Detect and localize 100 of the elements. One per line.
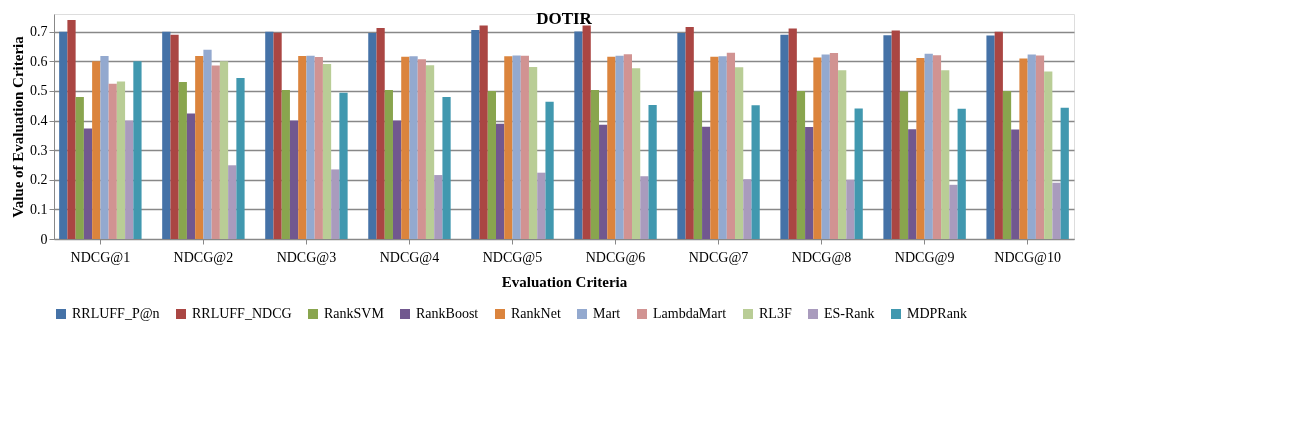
bar bbox=[545, 101, 554, 239]
bar bbox=[1035, 55, 1045, 239]
bar bbox=[512, 55, 521, 239]
bar bbox=[471, 29, 480, 239]
y-tick-label: 0.4 bbox=[30, 113, 48, 129]
bar bbox=[640, 176, 649, 239]
bar bbox=[941, 70, 950, 239]
bar bbox=[1027, 54, 1036, 239]
y-tick-label: 0.6 bbox=[30, 53, 48, 69]
bar bbox=[648, 104, 657, 239]
y-axis-title: Value of Evaluation Criteria bbox=[10, 35, 26, 218]
x-tick-label: NDCG@9 bbox=[894, 249, 955, 265]
bar bbox=[306, 55, 315, 239]
bar bbox=[339, 92, 348, 239]
bar bbox=[846, 179, 855, 239]
bar bbox=[908, 129, 917, 239]
bar bbox=[899, 91, 909, 239]
x-tick-label: NDCG@8 bbox=[791, 249, 852, 265]
bar bbox=[487, 90, 496, 239]
bar bbox=[829, 53, 839, 239]
bar bbox=[108, 83, 117, 239]
bar bbox=[203, 49, 212, 239]
x-tick-label: NDCG@7 bbox=[688, 249, 749, 265]
bar bbox=[409, 56, 418, 239]
bar bbox=[520, 55, 529, 239]
bar bbox=[442, 96, 451, 239]
bar bbox=[883, 35, 892, 239]
bar bbox=[100, 56, 109, 239]
legend-label: LambdaMart bbox=[653, 306, 727, 321]
y-tick-label: 0.5 bbox=[30, 83, 48, 99]
bar bbox=[718, 56, 727, 239]
bar bbox=[891, 30, 900, 239]
bar bbox=[368, 32, 377, 239]
y-tick-label: 0.2 bbox=[30, 172, 48, 188]
bar bbox=[599, 124, 608, 239]
x-tick-label: NDCG@10 bbox=[994, 249, 1061, 265]
bar bbox=[116, 81, 126, 239]
bar bbox=[726, 52, 736, 239]
bar bbox=[854, 108, 863, 239]
bar bbox=[623, 54, 632, 239]
bar bbox=[392, 120, 402, 239]
bar bbox=[219, 61, 229, 239]
bar bbox=[780, 34, 789, 239]
bar bbox=[710, 56, 719, 239]
bar bbox=[133, 61, 142, 239]
bar bbox=[1052, 182, 1061, 239]
bar bbox=[298, 56, 307, 239]
bar bbox=[1060, 107, 1069, 239]
bar bbox=[504, 56, 513, 239]
bar bbox=[434, 175, 443, 239]
bar bbox=[496, 123, 505, 239]
x-tick-label: NDCG@2 bbox=[173, 249, 234, 265]
bar bbox=[401, 56, 410, 239]
legend-label: RRLUFF_NDCG bbox=[192, 306, 292, 321]
bar bbox=[582, 25, 591, 239]
bar bbox=[417, 59, 426, 239]
bar bbox=[821, 54, 830, 239]
bar bbox=[289, 120, 299, 239]
bar bbox=[236, 77, 245, 239]
bar bbox=[228, 165, 237, 239]
bar bbox=[615, 55, 624, 239]
bar bbox=[949, 184, 958, 239]
bar bbox=[813, 57, 822, 239]
x-axis-title: Evaluation Criteria bbox=[501, 273, 628, 290]
bar bbox=[178, 82, 187, 239]
legend-label: MDPRank bbox=[907, 306, 967, 321]
bar bbox=[281, 90, 290, 239]
bar bbox=[537, 172, 546, 239]
bar bbox=[932, 55, 942, 239]
bar bbox=[170, 34, 179, 239]
bar bbox=[838, 70, 847, 239]
bar bbox=[479, 25, 488, 239]
bar bbox=[677, 32, 686, 239]
x-tick-label: NDCG@3 bbox=[276, 249, 337, 265]
bar bbox=[788, 28, 797, 239]
bar bbox=[211, 65, 220, 239]
bar bbox=[384, 90, 393, 239]
bar bbox=[693, 91, 703, 239]
bar bbox=[1011, 129, 1020, 239]
y-tick-label: 0.3 bbox=[30, 142, 48, 158]
legend-label: Mart bbox=[593, 306, 621, 321]
bar bbox=[314, 56, 323, 239]
bar bbox=[186, 113, 196, 239]
bar bbox=[376, 27, 385, 239]
bar bbox=[528, 66, 538, 239]
bar bbox=[67, 19, 76, 239]
bar bbox=[685, 27, 694, 239]
bar bbox=[735, 67, 744, 239]
bar bbox=[331, 169, 340, 239]
bar bbox=[162, 31, 171, 239]
bar bbox=[1019, 58, 1028, 239]
bar bbox=[994, 31, 1003, 239]
legend-label: RankNet bbox=[511, 306, 561, 321]
bar bbox=[632, 68, 641, 239]
legend-label: RankBoost bbox=[416, 306, 479, 321]
x-tick-label: NDCG@1 bbox=[70, 249, 131, 265]
bar bbox=[273, 32, 282, 239]
bar bbox=[702, 126, 711, 239]
bar bbox=[986, 35, 995, 239]
bar bbox=[916, 58, 925, 239]
